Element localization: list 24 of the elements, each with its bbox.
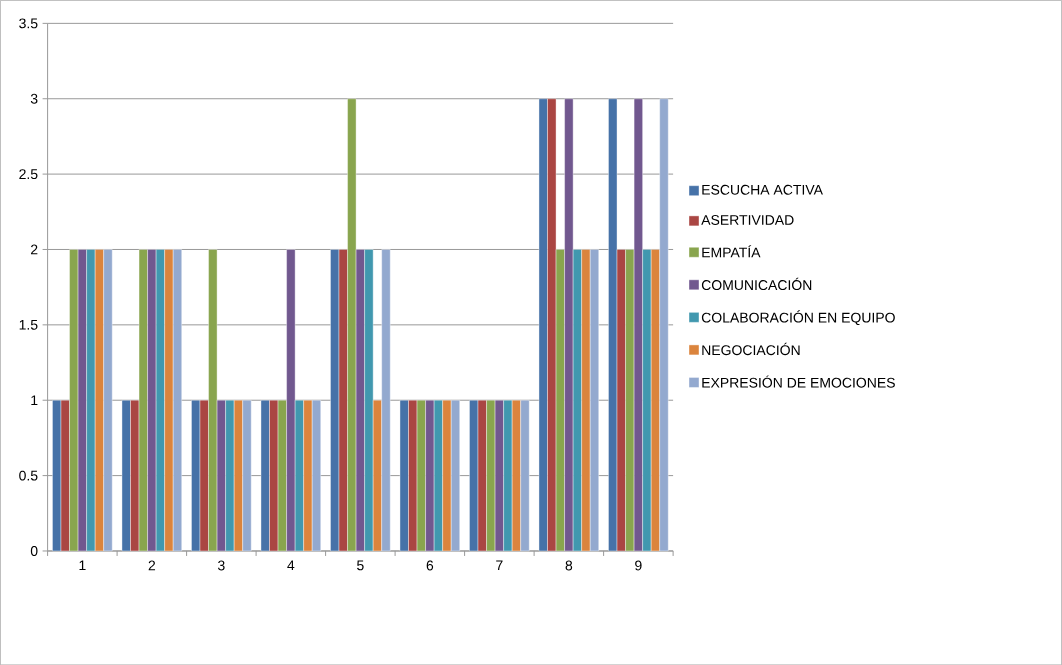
x-tick-label: 1: [79, 560, 86, 570]
x-tick-label: 4: [287, 560, 295, 570]
x-tick-label: 2: [148, 560, 156, 571]
legend-label: ESCUCHA ACTIVA: [702, 184, 823, 195]
legend-label: COLABORACIÓN EN EQUIPO: [701, 310, 895, 325]
legend-label: NEGOCIACIÓN: [702, 342, 800, 355]
legend-label: COMUNICACIÓN: [701, 277, 812, 290]
x-tick-label: 3: [217, 560, 225, 571]
y-tick-label: 2: [30, 244, 38, 255]
x-tick-label: 8: [565, 560, 573, 571]
x-tick-label: 9: [635, 560, 642, 571]
legend-label: EMPATÍA: [702, 245, 761, 258]
y-tick-label: 3.5: [19, 18, 38, 29]
y-tick-label: 1: [31, 395, 38, 405]
x-tick-label: 7: [496, 560, 503, 570]
y-tick-label: 1.5: [19, 319, 38, 330]
legend-label: EXPRESIÓN DE EMOCIONES: [702, 375, 895, 388]
y-tick-label: 3: [30, 93, 38, 104]
x-tick-label: 5: [357, 560, 364, 571]
x-tick-label: 6: [426, 560, 434, 571]
y-tick-label: 2.5: [19, 169, 38, 179]
y-tick-label: 0.5: [19, 470, 38, 481]
legend-label: ASERTIVIDAD: [701, 214, 794, 225]
y-tick-label: 0: [30, 545, 38, 556]
